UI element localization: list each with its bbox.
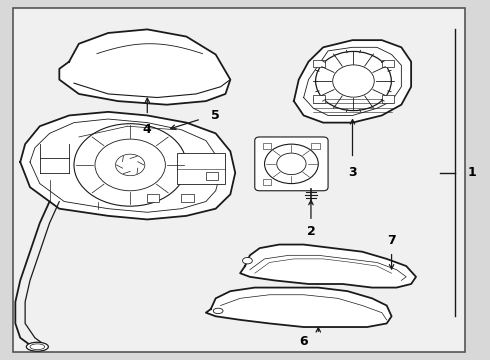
Circle shape: [95, 139, 165, 191]
Circle shape: [277, 153, 306, 175]
Polygon shape: [240, 244, 416, 288]
Text: 1: 1: [468, 166, 477, 179]
Bar: [263, 179, 271, 185]
FancyBboxPatch shape: [255, 137, 328, 191]
Bar: [181, 194, 194, 202]
Bar: [312, 143, 320, 149]
Bar: [147, 194, 159, 202]
Polygon shape: [59, 30, 230, 105]
Bar: [263, 143, 271, 149]
Polygon shape: [294, 40, 411, 123]
Text: 5: 5: [211, 109, 220, 122]
Bar: [206, 172, 218, 180]
Ellipse shape: [213, 308, 223, 314]
Bar: [314, 95, 325, 103]
Ellipse shape: [243, 257, 252, 264]
Text: 2: 2: [307, 225, 316, 238]
Ellipse shape: [316, 51, 392, 111]
Text: 3: 3: [348, 166, 357, 179]
FancyBboxPatch shape: [13, 8, 465, 352]
Bar: [176, 153, 225, 184]
Polygon shape: [206, 288, 392, 327]
Ellipse shape: [30, 344, 45, 350]
Text: 4: 4: [143, 123, 151, 136]
Polygon shape: [20, 112, 235, 220]
Circle shape: [265, 144, 318, 184]
Ellipse shape: [333, 65, 374, 97]
Text: 6: 6: [299, 335, 308, 348]
Text: 7: 7: [387, 234, 396, 247]
Bar: [382, 95, 393, 103]
Bar: [382, 59, 393, 67]
Bar: [314, 59, 325, 67]
Ellipse shape: [26, 342, 49, 351]
Circle shape: [74, 124, 186, 206]
